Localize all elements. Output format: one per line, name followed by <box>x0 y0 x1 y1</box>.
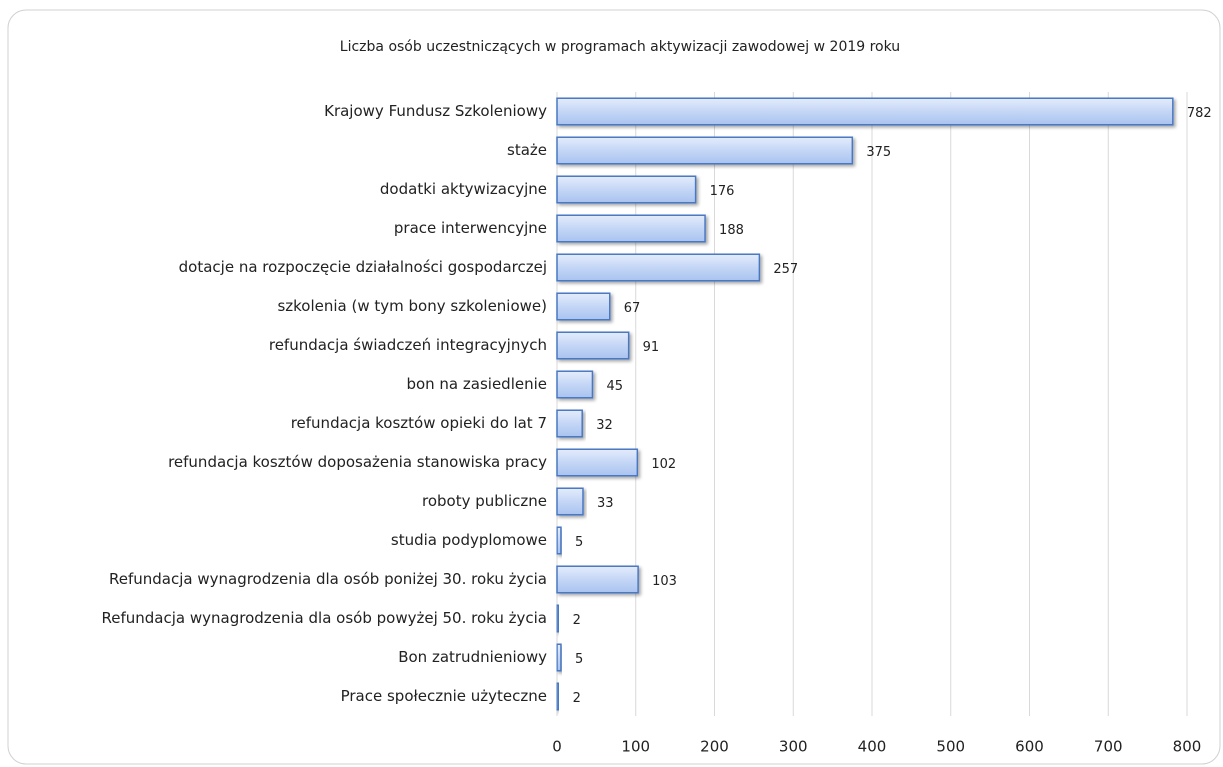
y-tick-label: prace interwencyjne <box>394 219 547 237</box>
y-tick-label: staże <box>507 141 547 159</box>
y-tick-label: Prace społecznie użyteczne <box>341 687 547 705</box>
y-tick-label: refundacja kosztów doposażenia stanowisk… <box>168 453 547 471</box>
value-label: 782 <box>1187 106 1212 121</box>
y-tick-label: Krajowy Fundusz Szkoleniowy <box>324 102 547 120</box>
bar <box>556 331 630 360</box>
x-tick-label: 0 <box>552 738 562 756</box>
y-tick-label: roboty publiczne <box>422 492 547 510</box>
value-label: 257 <box>773 262 798 277</box>
x-tick-label: 500 <box>936 738 965 756</box>
value-label: 91 <box>643 340 660 355</box>
bar <box>556 214 706 243</box>
bar <box>556 136 854 165</box>
y-tick-label: Refundacja wynagrodzenia dla osób poniże… <box>109 570 547 588</box>
bar <box>556 643 562 672</box>
card <box>7 9 1221 765</box>
value-label: 32 <box>596 418 613 433</box>
value-label: 2 <box>573 691 581 706</box>
bar <box>556 604 560 633</box>
value-label: 45 <box>606 379 623 394</box>
value-label: 103 <box>652 574 677 589</box>
y-tick-label: bon na zasiedlenie <box>406 375 547 393</box>
y-tick-label: refundacja świadczeń integracyjnych <box>269 336 547 354</box>
x-tick-label: 600 <box>1015 738 1044 756</box>
y-tick-label: dotacje na rozpoczęcie działalności gosp… <box>179 258 547 276</box>
bar <box>556 565 639 594</box>
bar <box>556 448 639 477</box>
bar <box>556 526 562 555</box>
chart-title: Liczba osób uczestniczących w programach… <box>340 39 900 55</box>
value-label: 67 <box>624 301 641 316</box>
bar <box>556 292 611 321</box>
x-tick-label: 700 <box>1094 738 1123 756</box>
bar <box>556 409 583 438</box>
x-tick-label: 200 <box>700 738 729 756</box>
value-label: 5 <box>575 535 583 550</box>
x-tick-label: 400 <box>858 738 887 756</box>
bar <box>556 682 560 711</box>
value-label: 5 <box>575 652 583 667</box>
value-label: 2 <box>573 613 581 628</box>
bar <box>556 253 761 282</box>
y-tick-label: Refundacja wynagrodzenia dla osób powyże… <box>102 609 547 627</box>
x-tick-label: 300 <box>779 738 808 756</box>
bar <box>556 175 697 204</box>
y-tick-label: Bon zatrudnieniowy <box>398 648 547 666</box>
value-label: 176 <box>710 184 735 199</box>
y-tick-label: refundacja kosztów opieki do lat 7 <box>291 414 547 432</box>
x-tick-label: 800 <box>1173 738 1202 756</box>
y-tick-label: dodatki aktywizacyjne <box>380 180 547 198</box>
bar <box>556 487 584 516</box>
bar <box>556 97 1174 126</box>
value-label: 33 <box>597 496 614 511</box>
value-label: 188 <box>719 223 744 238</box>
x-tick-label: 100 <box>621 738 650 756</box>
y-tick-label: szkolenia (w tym bony szkoleniowe) <box>277 297 547 315</box>
bar <box>556 370 594 399</box>
y-tick-label: studia podyplomowe <box>391 531 547 549</box>
value-label: 102 <box>651 457 676 472</box>
value-label: 375 <box>866 145 891 160</box>
